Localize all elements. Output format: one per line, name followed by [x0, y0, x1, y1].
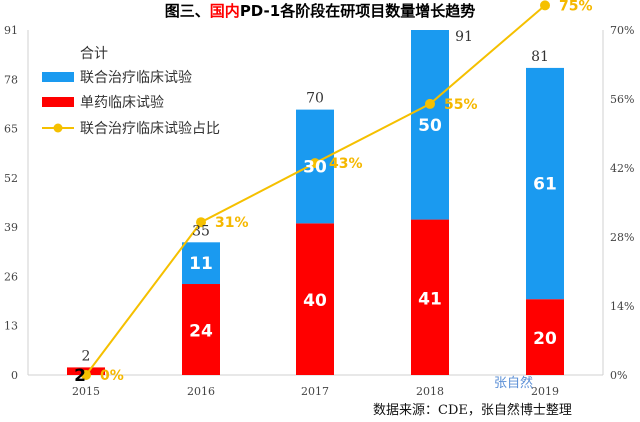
right-axis-ticks: 0% 14% 28% 42% 56% 70% — [610, 24, 634, 382]
title-rest: PD-1各阶段在研项目数量增长趋势 — [240, 2, 475, 20]
total-label: 35 — [192, 223, 210, 239]
mono-value-label: 2 — [74, 366, 86, 386]
category-label: 2016 — [187, 385, 215, 398]
bar-combo-2019 — [526, 67, 564, 300]
legend-swatch-combo — [42, 72, 74, 82]
left-tick-label: 78 — [4, 73, 18, 86]
title-prefix: 图三、 — [165, 2, 210, 20]
ratio-point — [81, 370, 91, 380]
combo-value-label: 50 — [418, 116, 442, 136]
ratio-line-layer: 0% 31% 43% 55% 75% — [81, 0, 593, 384]
watermark: 张自然 — [494, 375, 533, 391]
total-label: 70 — [306, 91, 324, 107]
left-tick-label: 65 — [4, 123, 18, 136]
right-tick-label: 28% — [610, 231, 634, 244]
bar-mono-2017 — [296, 223, 334, 375]
category-label: 2015 — [72, 385, 100, 398]
mono-value-label: 40 — [303, 291, 327, 311]
mono-value-label: 41 — [418, 289, 442, 309]
right-tick-label: 0% — [610, 369, 627, 382]
right-tick-label: 56% — [610, 93, 634, 106]
left-axis-ticks: 0 13 26 39 52 65 78 91 — [4, 24, 18, 382]
legend-title: 合计 — [80, 46, 108, 62]
bar-mono-2019 — [526, 299, 564, 375]
ratio-value-label: 55% — [444, 97, 478, 113]
right-tick-label: 70% — [610, 24, 634, 37]
left-tick-label: 0 — [11, 369, 18, 382]
ratio-value-label: 43% — [329, 156, 363, 172]
total-label: 2 — [82, 348, 91, 364]
legend-swatch-ratio-marker — [53, 123, 63, 133]
ratio-point — [425, 98, 435, 109]
legend-label-mono: 单药临床试验 — [80, 95, 164, 111]
ratio-point — [196, 217, 206, 228]
total-label: 81 — [531, 49, 549, 65]
left-tick-label: 52 — [4, 172, 18, 185]
combo-value-label: 11 — [189, 254, 213, 274]
right-tick-label: 42% — [610, 162, 634, 175]
source-note: 数据来源：CDE，张自然博士整理 — [373, 402, 572, 418]
left-tick-label: 13 — [4, 320, 18, 333]
ratio-value-label: 31% — [215, 215, 249, 231]
category-label: 2017 — [301, 385, 329, 398]
combo-value-label: 30 — [303, 157, 327, 177]
category-labels: 2015 2016 2017 2018 2019 — [72, 385, 559, 398]
total-label: 91 — [455, 29, 473, 45]
data-labels: 2 2 11 35 24 30 70 40 50 91 41 61 81 20 — [74, 29, 557, 386]
ratio-point — [540, 0, 550, 11]
ratio-value-label: 0% — [100, 368, 124, 384]
bar-mono-2018 — [411, 219, 449, 375]
legend-label-combo: 联合治疗临床试验 — [80, 70, 192, 86]
ratio-value-label: 75% — [559, 0, 593, 14]
combo-value-label: 61 — [533, 175, 557, 195]
category-label: 2019 — [531, 385, 559, 398]
legend-swatch-mono — [42, 97, 74, 107]
bar-combo-2018 — [411, 30, 449, 220]
bar-combo-2016 — [182, 242, 220, 285]
legend-label-ratio: 联合治疗临床试验占比 — [80, 121, 220, 137]
left-tick-label: 39 — [4, 221, 18, 234]
chart-title: 图三、国内PD-1各阶段在研项目数量增长趋势 — [165, 2, 475, 20]
title-highlight: 国内 — [210, 2, 240, 20]
category-label: 2018 — [416, 385, 444, 398]
ratio-point — [310, 158, 320, 169]
mono-value-label: 20 — [533, 329, 557, 349]
right-tick-label: 14% — [610, 300, 634, 313]
left-tick-label: 26 — [4, 270, 18, 283]
left-tick-label: 91 — [4, 24, 18, 37]
mono-value-label: 24 — [189, 322, 213, 342]
bar-mono-2016 — [182, 284, 220, 375]
legend: 合计 联合治疗临床试验 单药临床试验 联合治疗临床试验占比 — [42, 46, 220, 137]
